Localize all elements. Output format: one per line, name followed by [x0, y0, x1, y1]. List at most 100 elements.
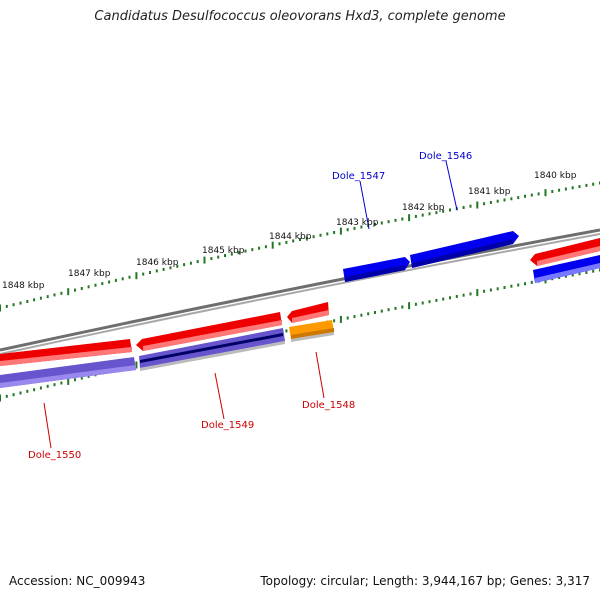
inner-tick-65	[442, 297, 445, 301]
inner-tick-10	[67, 377, 70, 385]
outer-tick-22	[149, 271, 151, 274]
scale-label-1842: 1842 kbp	[402, 203, 445, 213]
leader-dole-1546	[445, 160, 458, 211]
outer-tick-37	[251, 248, 254, 252]
inner-tick-57	[387, 308, 390, 312]
outer-tick-53	[360, 225, 363, 229]
inner-tick-69	[469, 292, 472, 296]
leader-dole-1547	[359, 180, 370, 230]
outer-tick-5	[33, 298, 36, 302]
inner-tick-78	[530, 280, 533, 284]
gene-label-dole-1547: Dole_1547	[332, 171, 385, 182]
inner-tick-12	[80, 376, 83, 380]
gene-right-red-shade	[537, 246, 600, 266]
inner-tick-75	[510, 284, 513, 288]
outer-scale-ticks	[0, 181, 600, 312]
inner-tick-87	[592, 269, 595, 273]
inner-tick-73	[496, 287, 499, 291]
genome-title: Candidatus Desulfococcus oleovorans Hxd3…	[94, 9, 506, 24]
outer-tick-70	[476, 201, 479, 209]
inner-tick-66	[449, 296, 451, 300]
inner-tick-6	[39, 386, 42, 390]
accession-text: Accession: NC_009943	[9, 574, 146, 588]
outer-tick-58	[394, 218, 397, 222]
inner-tick-53	[360, 313, 363, 317]
inner-tick-77	[524, 282, 526, 286]
outer-tick-25	[169, 266, 172, 270]
outer-tick-28	[189, 261, 192, 265]
outer-tick-82	[558, 188, 561, 192]
inner-tick-20	[135, 361, 138, 369]
inner-tick-8	[53, 383, 56, 387]
outer-tick-63	[428, 212, 431, 216]
inner-tick-68	[462, 293, 465, 297]
outer-tick-18	[121, 277, 124, 281]
outer-tick-52	[353, 226, 356, 230]
inner-tick-4	[26, 389, 29, 393]
inner-tick-3	[19, 391, 22, 395]
inner-tick-71	[483, 289, 486, 293]
outer-tick-86	[585, 183, 588, 187]
outer-tick-26	[176, 264, 179, 268]
outer-tick-31	[210, 257, 213, 261]
outer-tick-32	[217, 255, 220, 259]
genome-summary-text: Topology: circular; Length: 3,944,167 bp…	[260, 574, 590, 588]
outer-tick-55	[374, 222, 376, 226]
outer-tick-71	[483, 202, 486, 206]
backbone-outer	[0, 228, 600, 352]
outer-tick-44	[299, 238, 301, 241]
outer-tick-75	[510, 197, 513, 201]
outer-tick-73	[496, 199, 499, 203]
outer-tick-61	[414, 214, 417, 218]
scale-label-1841: 1841 kbp	[468, 187, 511, 197]
outer-tick-19	[128, 275, 131, 279]
gene-dole-1546-shade	[412, 239, 513, 268]
gene-label-dole-1548: Dole_1548	[302, 400, 355, 411]
inner-tick-13	[87, 374, 90, 378]
inner-tick-55	[374, 311, 376, 314]
outer-tick-43	[292, 239, 295, 243]
inner-tick-49	[333, 319, 336, 323]
inner-tick-9	[60, 381, 63, 385]
outer-tick-40	[271, 241, 274, 249]
scale-label-1845: 1845 kbp	[202, 246, 245, 256]
gene-dole-1547-shade	[345, 265, 405, 282]
outer-tick-64	[435, 211, 438, 215]
inner-tick-56	[380, 309, 383, 313]
scale-label-1848: 1848 kbp	[2, 281, 45, 291]
outer-tick-68	[462, 206, 465, 209]
outer-tick-42	[285, 240, 288, 244]
outer-tick-8	[53, 293, 56, 297]
gene-label-dole-1549: Dole_1549	[201, 420, 254, 431]
inner-tick-62	[421, 301, 424, 305]
gene-left-red-shade	[0, 347, 132, 366]
inner-tick-84	[571, 273, 574, 277]
outer-tick-87	[592, 182, 595, 186]
outer-tick-85	[578, 185, 581, 189]
inner-tick-58	[394, 306, 397, 310]
gene-purple-middle-inner	[140, 333, 283, 363]
outer-tick-83	[564, 187, 567, 191]
inner-tick-11	[74, 378, 76, 382]
inner-tick-83	[564, 274, 567, 278]
inner-tick-76	[517, 283, 520, 287]
outer-tick-50	[339, 227, 342, 235]
gene-label-dole-1550: Dole_1550	[28, 450, 81, 461]
outer-tick-56	[380, 221, 383, 225]
outer-tick-74	[503, 198, 506, 202]
inner-tick-70	[476, 289, 479, 297]
outer-tick-65	[442, 209, 445, 213]
outer-tick-11	[74, 288, 76, 292]
inner-tick-54	[367, 312, 370, 316]
outer-tick-62	[421, 213, 424, 217]
inner-tick-74	[503, 286, 506, 289]
outer-tick-81	[551, 190, 554, 193]
scale-label-1846: 1846 kbp	[136, 258, 179, 268]
scale-label-1843: 1843 kbp	[336, 218, 379, 228]
outer-tick-34	[230, 252, 233, 256]
leader-dole-1550	[43, 402, 52, 449]
outer-tick-27	[183, 263, 186, 267]
backbone-inner	[0, 233, 600, 355]
inner-tick-7	[46, 384, 49, 388]
leader-dole-1549	[214, 372, 225, 420]
